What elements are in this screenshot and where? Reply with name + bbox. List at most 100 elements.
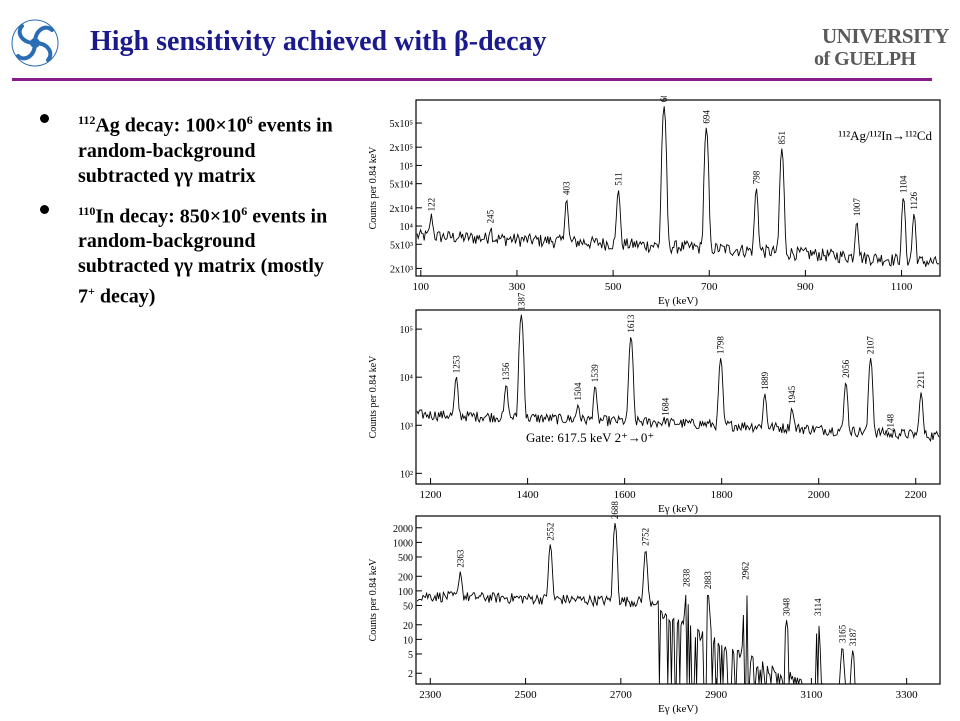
bullet-rest: events in random-background subtracted γ… bbox=[78, 114, 333, 187]
y-tick-label-50: 50 bbox=[403, 601, 413, 612]
spin-parity: + bbox=[88, 284, 95, 299]
peak-label-2148: 2148 bbox=[886, 413, 896, 432]
y-tick-label-10: 10 bbox=[403, 635, 413, 646]
bullet-dot-icon bbox=[40, 204, 49, 214]
peak-label-2363: 2363 bbox=[455, 549, 465, 568]
y-tick-label-100: 100 bbox=[398, 587, 413, 598]
isotope-mass: 110 bbox=[78, 203, 96, 218]
plot-frame-3 bbox=[415, 515, 941, 685]
y-axis-label-2: Counts per 0.84 keV bbox=[368, 355, 379, 439]
peak-label-511: 511 bbox=[613, 172, 623, 185]
spectrum-line-1 bbox=[416, 106, 940, 267]
bullet-rest: events in random-background subtracted γ… bbox=[78, 205, 328, 308]
y-axis-label-1: Counts per 0.84 keV bbox=[368, 146, 379, 230]
x-tick-label-900: 900 bbox=[797, 281, 814, 293]
y-tick-label-1000: 1000 bbox=[393, 538, 413, 549]
spectrum-line-3 bbox=[416, 523, 939, 685]
peak-label-2211: 2211 bbox=[916, 371, 926, 389]
title-divider bbox=[12, 78, 932, 81]
university-logo: UNIVERSITY of GUELPH bbox=[812, 22, 949, 72]
university-name-line1: UNIVERSITY bbox=[822, 24, 949, 48]
y-tick-label-1000: 10³ bbox=[400, 421, 413, 432]
logo-swirl-icon bbox=[10, 18, 60, 68]
x-tick-label-300: 300 bbox=[509, 281, 526, 293]
x-tick-label-1200: 1200 bbox=[420, 489, 443, 501]
spectrum-line-2 bbox=[416, 314, 940, 443]
x-tick-label-2900: 2900 bbox=[705, 689, 728, 701]
peak-label-1007: 1007 bbox=[852, 198, 862, 216]
x-tick-label-3100: 3100 bbox=[800, 689, 823, 701]
x-tick-label-2700: 2700 bbox=[610, 689, 633, 701]
isotope-mass: 112 bbox=[78, 113, 96, 127]
exponent: 6 bbox=[246, 113, 253, 127]
y-tick-label-5000: 5x10³ bbox=[390, 240, 413, 251]
bullet-dot-icon bbox=[40, 114, 49, 123]
bullet-label: In decay: 850×10 bbox=[95, 205, 242, 228]
x-tick-label-2000: 2000 bbox=[808, 489, 831, 501]
y-tick-label-50000: 5x10⁴ bbox=[390, 180, 414, 191]
x-tick-label-3300: 3300 bbox=[896, 689, 919, 701]
y-tick-label-500000: 5x10⁵ bbox=[390, 119, 414, 130]
y-axis-label-3: Counts per 0.84 keV bbox=[368, 558, 379, 642]
y-tick-label-100000: 10⁵ bbox=[400, 161, 414, 172]
y-tick-label-10000: 10⁴ bbox=[400, 222, 414, 233]
peak-label-1539: 1539 bbox=[590, 364, 600, 383]
bullet-label: Ag decay: 100×10 bbox=[95, 114, 247, 137]
bullet-item-ag: 112Ag decay: 100×106 events in random-ba… bbox=[40, 108, 340, 189]
x-tick-label-500: 500 bbox=[605, 281, 622, 293]
chart-annotation-1: ¹¹²Ag/¹¹²In→¹¹²Cd bbox=[838, 128, 932, 143]
peak-label-1504: 1504 bbox=[573, 382, 583, 401]
x-axis-label-2: Eγ (keV) bbox=[658, 503, 698, 515]
x-tick-label-100: 100 bbox=[413, 281, 430, 293]
peak-label-1387: 1387 bbox=[516, 292, 526, 311]
peak-label-3165: 3165 bbox=[837, 624, 847, 643]
y-tick-label-200000: 2x10⁵ bbox=[390, 143, 414, 154]
peak-label-1945: 1945 bbox=[787, 385, 797, 404]
university-name-line2: of GUELPH bbox=[814, 48, 916, 70]
bullet-item-in: 110In decay: 850×106 events in random-ba… bbox=[40, 199, 340, 310]
peak-label-1613: 1613 bbox=[626, 314, 636, 333]
y-tick-label-20000: 2x10⁴ bbox=[390, 204, 414, 215]
bullet-rest2: decay) bbox=[94, 285, 156, 308]
peak-label-606: 606 bbox=[659, 96, 669, 102]
peak-label-2056: 2056 bbox=[841, 359, 851, 378]
y-tick-label-2000: 2000 bbox=[393, 524, 413, 535]
x-tick-label-2500: 2500 bbox=[515, 689, 538, 701]
peak-label-2552: 2552 bbox=[545, 523, 555, 541]
x-axis-label-1: Eγ (keV) bbox=[658, 295, 698, 307]
peak-label-2688: 2688 bbox=[610, 501, 620, 519]
y-tick-label-100000: 10⁵ bbox=[400, 325, 414, 336]
x-tick-label-2300: 2300 bbox=[419, 689, 442, 701]
plot-frame-2 bbox=[415, 309, 941, 485]
x-tick-label-1400: 1400 bbox=[517, 489, 540, 501]
peak-label-2752: 2752 bbox=[641, 528, 651, 546]
peak-label-122: 122 bbox=[426, 198, 436, 212]
peak-label-3187: 3187 bbox=[848, 628, 858, 647]
x-tick-label-1800: 1800 bbox=[711, 489, 734, 501]
peak-label-245: 245 bbox=[486, 209, 496, 223]
x-tick-label-2200: 2200 bbox=[905, 489, 928, 501]
peak-label-403: 403 bbox=[561, 181, 571, 195]
x-tick-label-1100: 1100 bbox=[891, 281, 913, 293]
y-tick-label-2000: 2x10³ bbox=[390, 264, 413, 275]
bullet-list: 112Ag decay: 100×106 events in random-ba… bbox=[40, 108, 340, 320]
exponent: 6 bbox=[241, 203, 248, 218]
peak-label-694: 694 bbox=[701, 110, 711, 124]
chart-annotation-2: Gate: 617.5 keV 2⁺→0⁺ bbox=[526, 430, 654, 445]
y-tick-label-200: 200 bbox=[398, 572, 413, 583]
x-tick-label-1600: 1600 bbox=[614, 489, 637, 501]
peak-label-798: 798 bbox=[751, 170, 761, 184]
peak-label-2962: 2962 bbox=[741, 562, 751, 580]
x-axis-label-3: Eγ (keV) bbox=[658, 703, 698, 715]
peak-label-851: 851 bbox=[777, 131, 787, 145]
peak-label-2838: 2838 bbox=[682, 568, 692, 587]
peak-label-3114: 3114 bbox=[813, 598, 823, 616]
y-tick-label-5: 5 bbox=[408, 650, 413, 661]
peak-label-1126: 1126 bbox=[909, 192, 919, 210]
y-tick-label-2: 2 bbox=[408, 669, 413, 680]
peak-label-2883: 2883 bbox=[703, 571, 713, 590]
peak-label-1104: 1104 bbox=[898, 175, 908, 193]
x-tick-label-700: 700 bbox=[701, 281, 718, 293]
